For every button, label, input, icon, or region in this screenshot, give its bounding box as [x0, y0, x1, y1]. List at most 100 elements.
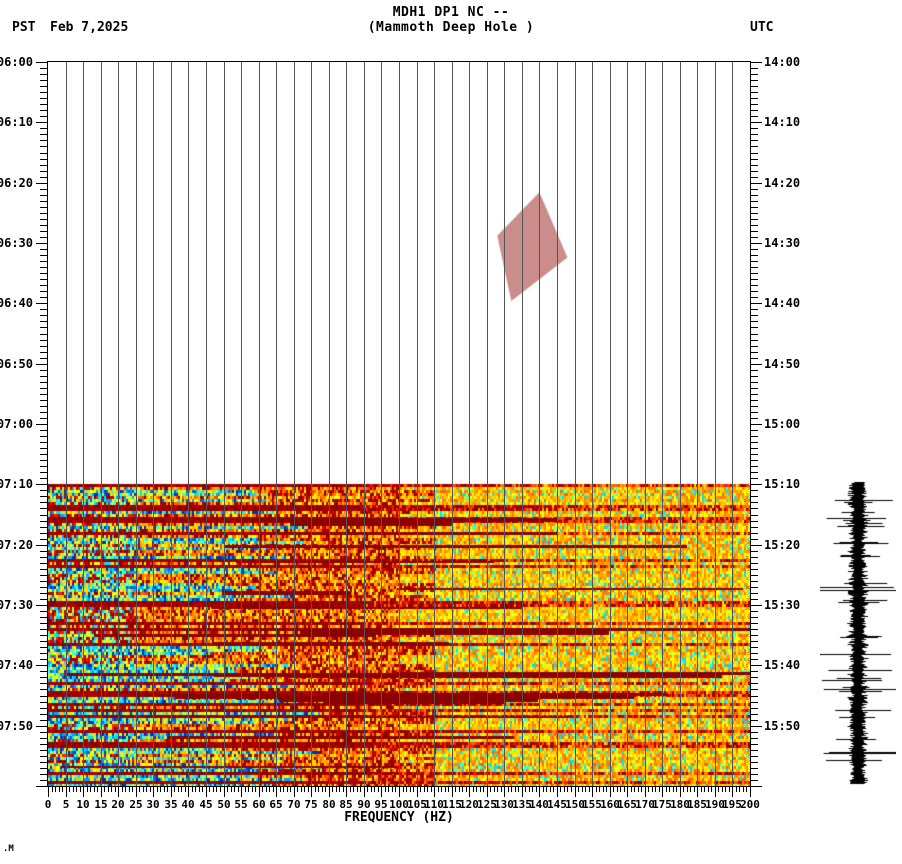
time-tick-minor: [751, 285, 758, 286]
freq-tick-label: 155: [582, 798, 602, 811]
freq-tick-minor: [248, 787, 249, 792]
time-tick-minor: [40, 671, 47, 672]
freq-tick-minor: [227, 787, 228, 792]
time-tick-minor: [40, 744, 47, 745]
freq-tick-minor: [231, 787, 232, 792]
time-tick-minor: [40, 732, 47, 733]
time-tick-label-utc: 14:40: [764, 296, 801, 310]
freq-tick-major: [557, 787, 558, 797]
time-tick-minor: [751, 720, 758, 721]
time-tick-minor: [751, 267, 758, 268]
freq-tick-minor: [746, 787, 747, 792]
gridline: [188, 62, 189, 786]
freq-tick-major: [276, 787, 277, 797]
freq-tick-label: 25: [129, 798, 143, 811]
freq-tick-major: [452, 787, 453, 797]
time-tick-minor: [40, 623, 47, 624]
freq-tick-minor: [195, 787, 196, 792]
freq-tick-label: 180: [670, 798, 690, 811]
freq-tick-minor: [181, 787, 182, 792]
freq-tick-minor: [638, 787, 639, 792]
time-tick-label-pst: 07:00: [0, 417, 33, 431]
time-tick-minor: [40, 515, 47, 516]
freq-tick-label: 95: [374, 798, 388, 811]
freq-tick-label: 125: [477, 798, 497, 811]
gridline: [627, 62, 628, 786]
gridline: [645, 62, 646, 786]
time-tick-minor: [751, 714, 758, 715]
freq-tick-minor: [725, 787, 726, 792]
gridline: [399, 62, 400, 786]
time-tick-minor: [40, 195, 47, 196]
gridline: [276, 62, 277, 786]
time-tick-label-utc: 14:00: [764, 55, 801, 69]
freq-tick-minor: [238, 787, 239, 792]
freq-tick-minor: [139, 787, 140, 792]
timezone-label-left: PST: [12, 20, 36, 35]
freq-tick-major: [680, 787, 681, 797]
time-tick-minor: [751, 454, 758, 455]
time-tick-minor: [751, 635, 758, 636]
freq-tick-major: [311, 787, 312, 797]
time-tick-minor: [40, 267, 47, 268]
time-tick-major: [36, 786, 47, 787]
time-tick-minor: [40, 346, 47, 347]
freq-tick-minor: [318, 787, 319, 792]
freq-tick-minor: [634, 787, 635, 792]
freq-tick-minor: [353, 787, 354, 792]
freq-tick-minor: [525, 787, 526, 792]
time-tick-major: [751, 605, 762, 606]
time-tick-major: [36, 364, 47, 365]
freq-tick-minor: [613, 787, 614, 792]
freq-tick-minor: [511, 787, 512, 792]
gridline: [171, 62, 172, 786]
freq-tick-label: 160: [600, 798, 620, 811]
freq-tick-minor: [631, 787, 632, 792]
freq-tick-minor: [297, 787, 298, 792]
freq-tick-minor: [104, 787, 105, 792]
time-tick-minor: [751, 219, 758, 220]
freq-tick-minor: [283, 787, 284, 792]
time-tick-minor: [40, 599, 47, 600]
spectrogram-plot-area: [47, 61, 751, 787]
time-tick-minor: [751, 86, 758, 87]
time-tick-minor: [40, 702, 47, 703]
freq-tick-label: 40: [181, 798, 195, 811]
freq-tick-major: [346, 787, 347, 797]
time-tick-minor: [751, 388, 758, 389]
time-tick-minor: [751, 346, 758, 347]
time-tick-label-utc: 15:20: [764, 538, 801, 552]
freq-tick-minor: [441, 787, 442, 792]
time-tick-label-utc: 14:20: [764, 176, 801, 190]
freq-tick-minor: [266, 787, 267, 792]
gridline: [697, 62, 698, 786]
freq-tick-minor: [585, 787, 586, 792]
time-tick-minor: [751, 490, 758, 491]
gridline: [259, 62, 260, 786]
time-tick-minor: [751, 460, 758, 461]
freq-tick-minor: [578, 787, 579, 792]
time-tick-major: [36, 62, 47, 63]
time-tick-label-pst: 06:00: [0, 55, 33, 69]
freq-tick-label: 5: [62, 798, 70, 811]
time-tick-label-utc: 15:10: [764, 477, 801, 491]
time-tick-minor: [751, 521, 758, 522]
freq-tick-major: [188, 787, 189, 797]
freq-tick-minor: [701, 787, 702, 792]
freq-tick-minor: [739, 787, 740, 792]
time-tick-minor: [751, 696, 758, 697]
freq-tick-minor: [480, 787, 481, 792]
time-tick-minor: [751, 213, 758, 214]
time-tick-minor: [40, 406, 47, 407]
time-tick-minor: [751, 774, 758, 775]
time-tick-minor: [40, 581, 47, 582]
time-tick-major: [36, 665, 47, 666]
freq-tick-major: [381, 787, 382, 797]
freq-tick-label: 120: [459, 798, 479, 811]
time-tick-minor: [751, 68, 758, 69]
freq-tick-minor: [388, 787, 389, 792]
freq-tick-minor: [582, 787, 583, 792]
time-tick-minor: [40, 768, 47, 769]
freq-tick-label: 85: [339, 798, 353, 811]
freq-tick-minor: [55, 787, 56, 792]
